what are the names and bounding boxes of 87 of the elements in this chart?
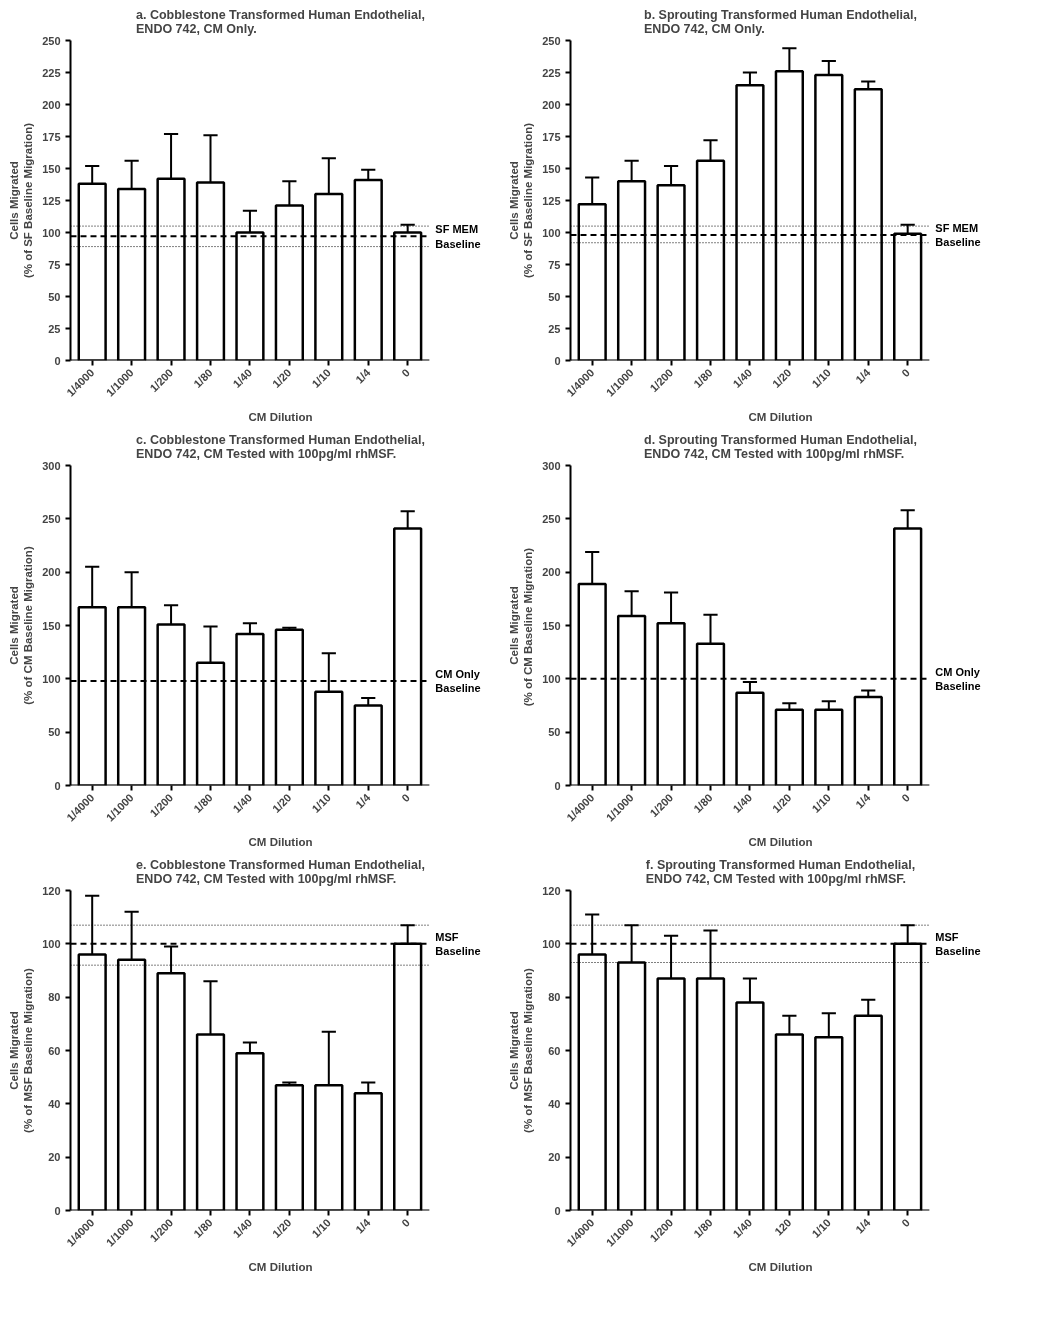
x-tick-label: 0 xyxy=(899,366,912,380)
x-tick-label: 0 xyxy=(899,1216,912,1230)
x-axis-title: CM Dilution xyxy=(748,1260,813,1273)
x-axis-title: CM Dilution xyxy=(248,410,313,423)
x-tick-label: 0 xyxy=(399,1216,412,1230)
chart-title: a. Cobblestone Transformed Human Endothelial, ENDO 742, CM Only. xyxy=(136,7,425,36)
y-tick-label: 50 xyxy=(48,290,61,303)
ref-line-label: CM Only Baseline xyxy=(435,667,481,695)
y-tick-label: 25 xyxy=(48,322,61,335)
y-tick-label: 20 xyxy=(48,1151,61,1164)
y-tick-label: 20 xyxy=(548,1151,561,1164)
ref-line-label: CM Only Baseline xyxy=(935,665,981,693)
y-tick-label: 50 xyxy=(548,726,561,739)
y-tick-label: 50 xyxy=(48,726,61,739)
y-tick-label: 250 xyxy=(42,34,61,47)
y-tick-label: 175 xyxy=(42,130,61,143)
y-tick-label: 225 xyxy=(542,66,561,79)
x-tick-label: 0 xyxy=(399,791,412,805)
y-tick-label: 100 xyxy=(542,672,561,685)
y-tick-label: 250 xyxy=(542,512,561,525)
y-tick-label: 125 xyxy=(542,194,561,207)
y-tick-label: 250 xyxy=(42,512,61,525)
x-tick-label: 120 xyxy=(772,1216,794,1238)
x-axis-title: CM Dilution xyxy=(248,835,313,848)
y-tick-label: 120 xyxy=(542,884,561,897)
x-axis-title: CM Dilution xyxy=(248,1260,313,1273)
y-axis-title: Cells Migrated (% of SF Baseline Migration) xyxy=(507,122,535,279)
ref-line-label: SF MEM Baseline xyxy=(435,223,481,250)
y-tick-label: 0 xyxy=(554,1204,561,1217)
y-tick-label: 225 xyxy=(42,66,61,79)
y-tick-label: 175 xyxy=(542,130,561,143)
chart-title: b. Sprouting Transformed Human Endothelial, ENDO 742, CM Only. xyxy=(644,7,917,36)
y-tick-label: 200 xyxy=(42,566,61,579)
y-tick-label: 200 xyxy=(42,98,61,111)
x-tick-label: 1/4 xyxy=(853,365,874,386)
y-tick-label: 100 xyxy=(42,226,61,239)
x-axis-title: CM Dilution xyxy=(748,410,813,423)
y-tick-label: 0 xyxy=(54,1204,61,1217)
y-tick-label: 150 xyxy=(42,162,61,175)
chart-title: d. Sprouting Transformed Human Endothelial, ENDO 742, CM Tested with 100pg/ml rhMSF. xyxy=(644,432,917,461)
y-tick-label: 150 xyxy=(42,619,61,632)
x-axis-title: CM Dilution xyxy=(748,835,813,848)
y-tick-label: 40 xyxy=(548,1097,561,1110)
y-tick-label: 50 xyxy=(548,290,561,303)
y-tick-label: 0 xyxy=(54,779,61,792)
y-tick-label: 25 xyxy=(548,322,561,335)
y-tick-label: 200 xyxy=(542,566,561,579)
y-axis-title: Cells Migrated (% of CM Baseline Migration) xyxy=(507,547,535,707)
y-tick-label: 150 xyxy=(542,619,561,632)
y-tick-label: 75 xyxy=(548,258,561,271)
y-tick-label: 100 xyxy=(42,672,61,685)
y-tick-label: 200 xyxy=(542,98,561,111)
x-tick-label: 1/4 xyxy=(353,365,374,386)
y-tick-label: 100 xyxy=(542,937,561,950)
y-tick-label: 75 xyxy=(48,258,61,271)
y-tick-label: 250 xyxy=(542,34,561,47)
y-tick-label: 100 xyxy=(542,226,561,239)
y-tick-label: 125 xyxy=(42,194,61,207)
y-tick-label: 80 xyxy=(548,991,561,1004)
y-tick-label: 300 xyxy=(542,459,561,472)
chart-title: c. Cobblestone Transformed Human Endothelial, ENDO 742, CM Tested with 100pg/ml rhMSF. xyxy=(136,432,425,461)
x-tick-label: 1/4 xyxy=(353,1215,374,1236)
y-axis-title: Cells Migrated (% of SF Baseline Migration) xyxy=(7,122,35,279)
ref-line-label: MSF Baseline xyxy=(435,930,481,958)
y-axis-title: Cells Migrated (% of MSF Baseline Migration) xyxy=(7,967,35,1133)
y-tick-label: 80 xyxy=(48,991,61,1004)
y-tick-label: 0 xyxy=(554,354,561,367)
y-tick-label: 60 xyxy=(548,1044,561,1057)
y-tick-label: 60 xyxy=(48,1044,61,1057)
y-tick-label: 150 xyxy=(542,162,561,175)
chart-title: f. Sprouting Transformed Human Endothelial, ENDO 742, CM Tested with 100pg/ml rhMSF. xyxy=(645,857,916,886)
x-tick-label: 1/4 xyxy=(353,790,374,811)
ref-line-label: SF MEM Baseline xyxy=(935,221,981,249)
y-tick-label: 100 xyxy=(42,937,61,950)
y-tick-label: 300 xyxy=(42,459,61,472)
x-tick-label: 1/4 xyxy=(853,790,874,811)
x-tick-label: 0 xyxy=(399,366,412,380)
chart-title: e. Cobblestone Transformed Human Endothelial, ENDO 742, CM Tested with 100pg/ml rhMSF. xyxy=(136,857,425,886)
y-tick-label: 0 xyxy=(54,354,61,367)
y-tick-label: 0 xyxy=(554,779,561,792)
y-tick-label: 120 xyxy=(42,884,61,897)
x-tick-label: 0 xyxy=(899,791,912,805)
y-axis-title: Cells Migrated (% of MSF Baseline Migration) xyxy=(507,967,535,1133)
x-tick-label: 1/4 xyxy=(853,1215,874,1236)
y-tick-label: 40 xyxy=(48,1097,61,1110)
ref-line-label: MSF Baseline xyxy=(935,930,981,958)
y-axis-title: Cells Migrated (% of CM Baseline Migration) xyxy=(7,546,35,705)
